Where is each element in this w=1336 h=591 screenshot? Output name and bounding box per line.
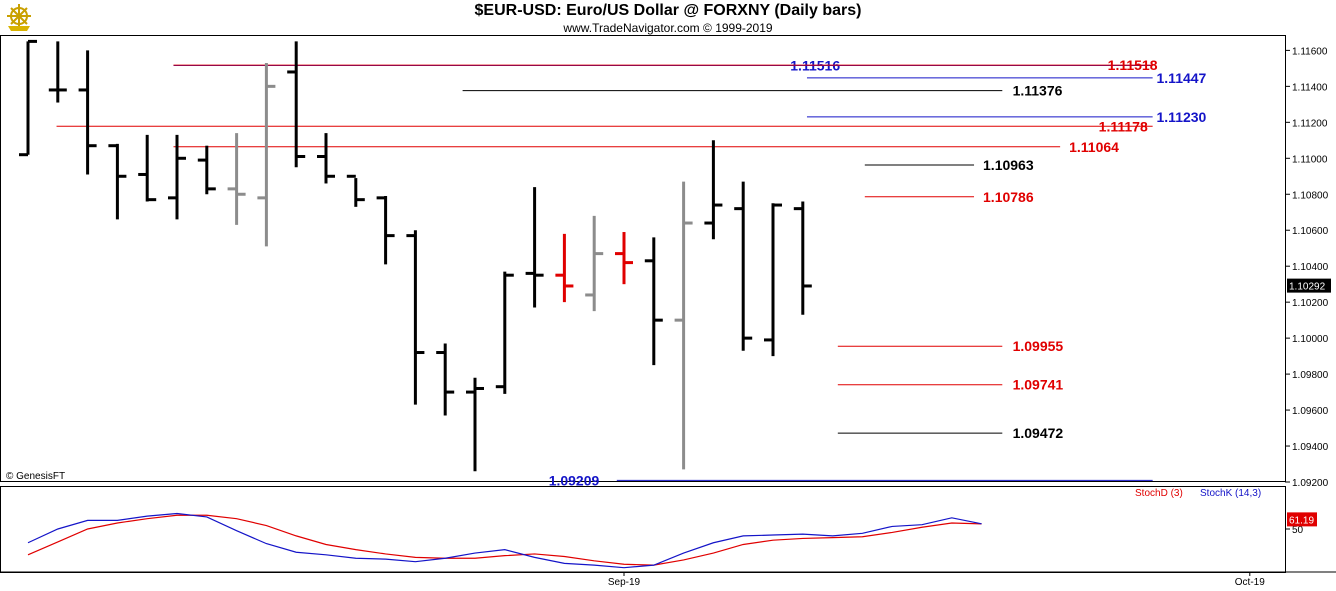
ohlc-bar [406, 230, 425, 405]
price-axis-label: 1.11000 [1292, 154, 1328, 165]
ohlc-bar [19, 39, 37, 157]
chart-subtitle: www.TradeNavigator.com © 1999-2019 [563, 21, 773, 35]
ohlc-bar [168, 134, 186, 220]
ohlc-bar [793, 201, 812, 315]
ohlc-bar [48, 41, 67, 103]
ohlc-bar [495, 271, 514, 394]
level-label-1.09472: 1.09472 [1013, 425, 1064, 441]
ohlc-bar [138, 134, 157, 202]
price-axis-label: 1.09800 [1292, 370, 1329, 381]
ship-wheel-icon [7, 4, 31, 31]
level-label-1.09209: 1.09209 [549, 472, 600, 488]
ohlc-bar [674, 181, 693, 470]
legend-stochk: StochK (14,3) [1200, 488, 1261, 499]
ohlc-bar [257, 62, 276, 247]
ohlc-bar [227, 133, 246, 225]
price-axis-label: 1.09200 [1292, 478, 1329, 489]
level-label-1.10963: 1.10963 [983, 157, 1034, 173]
ohlc-bar [525, 187, 544, 308]
ohlc-bar [704, 140, 723, 240]
price-axis-label: 1.11600 [1292, 46, 1328, 57]
date-axis: Sep-19 Oct-19 [608, 572, 1265, 588]
last-stoch-badge [1287, 512, 1317, 527]
level-label-1.10786: 1.10786 [983, 189, 1034, 205]
stoch-line-0 [27, 514, 982, 566]
ohlc-bar [585, 215, 604, 312]
ohlc-bars [19, 39, 812, 472]
oscillator-panel-border [0, 486, 1286, 573]
date-axis-label: Oct-19 [1235, 577, 1265, 588]
ohlc-bar [466, 377, 484, 472]
price-axis-label: 1.10200 [1292, 298, 1329, 309]
last-price-label: 1.10292 [1289, 282, 1326, 293]
price-panel-border [0, 35, 1286, 482]
level-label-1.11230: 1.11230 [1157, 109, 1207, 125]
price-axis-label: 1.10600 [1292, 226, 1329, 237]
last-price-badge [1287, 278, 1331, 293]
ohlc-bar [644, 237, 663, 366]
price-axis: 1.11600 1.11400 1.11200 1.11000 1.10800 1.106… [1285, 46, 1331, 489]
date-axis-label: Sep-19 [608, 577, 641, 588]
level-label-1.09741: 1.09741 [1013, 377, 1064, 393]
price-axis-label: 1.10800 [1292, 190, 1329, 201]
level-label-1.11447: 1.11447 [1157, 70, 1207, 86]
ohlc-bar [555, 233, 574, 303]
ohlc-bar [764, 203, 782, 357]
ohlc-bar [317, 133, 335, 184]
level-label-1.11376: 1.11376 [1013, 83, 1063, 99]
price-axis-label: 1.10400 [1292, 262, 1329, 273]
ohlc-bar [108, 143, 127, 220]
price-panel [0, 35, 1286, 482]
price-levels: 1.11516 1.115181.114471.113761.112301.111… [56, 57, 1207, 488]
ohlc-bar [376, 196, 395, 265]
ohlc-bar [197, 145, 216, 195]
chart-title: $EUR-USD: Euro/US Dollar @ FORXNY (Daily… [474, 2, 862, 19]
ohlc-bar [287, 41, 306, 168]
osc-axis-label: 50 [1292, 525, 1304, 536]
stochastic-lines [27, 512, 982, 569]
price-axis-label: 1.11400 [1292, 82, 1328, 93]
ohlc-bar [346, 174, 365, 207]
price-axis-label: 1.09600 [1292, 406, 1329, 417]
ohlc-bar [78, 50, 97, 175]
copyright-text: © GenesisFT [6, 471, 65, 482]
level-label-1.11178: 1.11178 [1099, 118, 1148, 134]
chart-header: $EUR-USD: Euro/US Dollar @ FORXNY (Daily… [0, 0, 1336, 36]
ohlc-bar [615, 232, 633, 285]
last-stoch-label: 61.19 [1289, 515, 1314, 526]
price-axis-label: 1.09400 [1292, 442, 1329, 453]
price-axis-label: 1.10000 [1292, 334, 1329, 345]
ohlc-bar [436, 343, 455, 416]
level-label-1.11064: 1.11064 [1069, 139, 1119, 155]
stoch-line-1 [27, 512, 982, 569]
ohlc-bar [734, 181, 753, 351]
level-label-1.11518: 1.11518 [1108, 57, 1158, 73]
level-label-1.09955: 1.09955 [1013, 338, 1064, 354]
price-axis-label: 1.11200 [1292, 118, 1328, 129]
legend-stochd: StochD (3) [1135, 488, 1183, 499]
